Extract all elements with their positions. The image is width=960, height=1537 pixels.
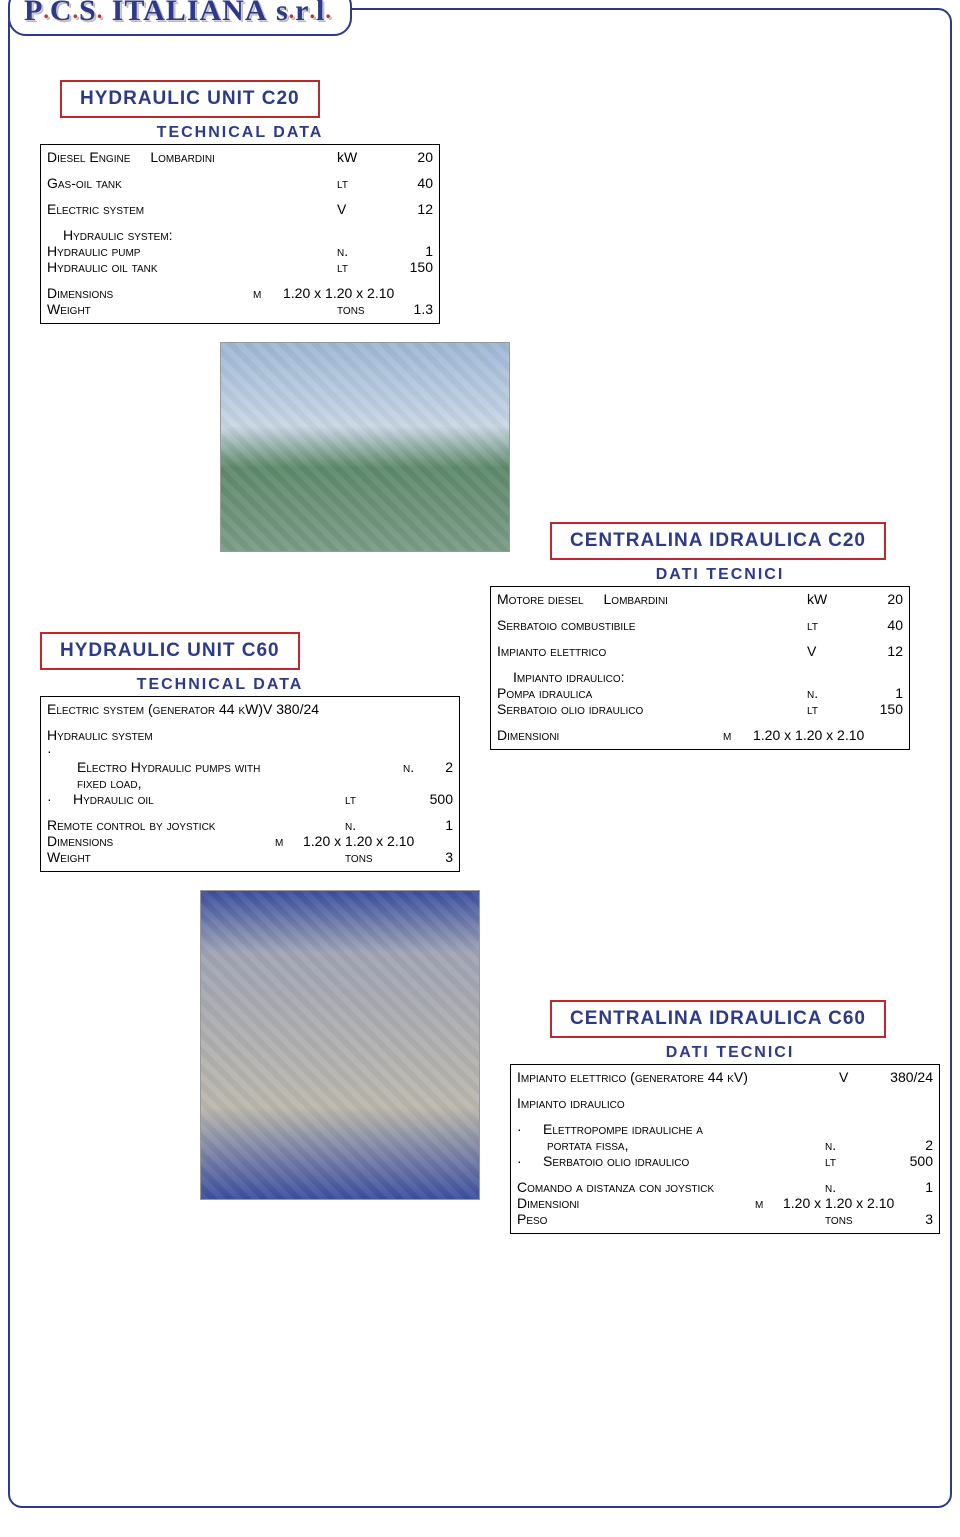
spec-value: 500 (393, 791, 453, 807)
spec-label: Impianto elettrico (generatore 44 kV) (517, 1069, 748, 1085)
spec-brand: Lombardini (150, 149, 214, 165)
spec-subheader: Hydraulic system (47, 727, 153, 743)
product-image-c20 (220, 342, 510, 552)
spec-value: 150 (855, 701, 903, 717)
spec-value: 1.20 x 1.20 x 2.10 (303, 833, 453, 849)
spec-label: Electro Hydraulic pumps with (77, 759, 260, 775)
spec-unit: n. (825, 1179, 873, 1195)
spec-value: 3 (393, 849, 453, 865)
spec-label: Remote control by joystick (47, 817, 215, 833)
spec-unit: tons (345, 849, 393, 865)
spec-subheader: Impianto idraulico (517, 1095, 625, 1111)
spec-value: 40 (855, 617, 903, 633)
spec-label: Weight (47, 301, 91, 317)
c20-it-spec-box: Motore diesel Lombardini kW 20 Serbatoio… (490, 586, 910, 750)
spec-unit: V (337, 201, 385, 217)
spec-value: 20 (855, 591, 903, 607)
spec-label: Impianto elettrico (497, 643, 606, 659)
c20-en-title: HYDRAULIC UNIT C20 (60, 80, 320, 118)
spec-label: Serbatoio olio idraulico (497, 701, 643, 717)
c20-en-tech-label: TECHNICAL DATA (40, 124, 440, 142)
spec-unit: m (755, 1195, 783, 1211)
spec-unit: n. (345, 817, 393, 833)
spec-unit: m (275, 833, 303, 849)
spec-value: 1 (873, 1179, 933, 1195)
spec-label: Electric system (generator 44 kW)V 380/2… (47, 701, 319, 717)
spec-value: 20 (385, 149, 433, 165)
spec-unit: tons (825, 1211, 873, 1227)
spec-label: portata fissa, (517, 1137, 629, 1153)
spec-label: Serbatoio olio idraulico (527, 1153, 689, 1169)
spec-value: 1.20 x 1.20 x 2.10 (783, 1195, 933, 1211)
spec-label: fixed load, (77, 775, 141, 791)
spec-unit: lt (345, 791, 393, 807)
spec-unit: kW (807, 591, 855, 607)
spec-value: 380/24 (863, 1069, 933, 1085)
product-image-c60 (200, 890, 480, 1200)
company-banner: P.C.S. ITALIANA s.r.l. (8, 0, 352, 36)
spec-value: 1 (855, 685, 903, 701)
spec-subheader: Hydraulic system: (63, 227, 173, 243)
spec-brand: Lombardini (604, 591, 668, 607)
c20-it-tech-label: DATI TECNICI (520, 566, 920, 584)
spec-unit: n. (825, 1137, 873, 1153)
spec-unit: kW (337, 149, 385, 165)
spec-unit: m (723, 727, 753, 743)
c60-en-title: HYDRAULIC UNIT C60 (40, 632, 300, 670)
spec-label: Hydraulic oil (57, 791, 154, 807)
spec-label: Pompa idraulica (497, 685, 592, 701)
spec-value: 2 (873, 1137, 933, 1153)
spec-label: Gas-oil tank (47, 175, 122, 191)
spec-label: Dimensioni (497, 727, 559, 743)
spec-label: Elettropompe idrauliche a (527, 1121, 703, 1137)
spec-value: 40 (385, 175, 433, 191)
spec-unit: V (807, 643, 855, 659)
spec-label: Hydraulic pump (47, 243, 140, 259)
c60-it-tech-label: DATI TECNICI (530, 1044, 930, 1062)
spec-value: 12 (855, 643, 903, 659)
spec-value: 1 (393, 817, 453, 833)
spec-label: Dimensions (47, 833, 113, 849)
spec-unit: lt (807, 617, 855, 633)
c60-en-spec-box: Electric system (generator 44 kW)V 380/2… (40, 696, 460, 872)
spec-unit: n. (337, 243, 385, 259)
spec-label: Serbatoio combustibile (497, 617, 635, 633)
spec-unit: n. (807, 685, 855, 701)
c60-en-tech-label: TECHNICAL DATA (40, 676, 400, 694)
spec-label: Electric system (47, 201, 144, 217)
spec-label: Hydraulic oil tank (47, 259, 158, 275)
spec-label: Dimensions (47, 285, 113, 301)
c20-it-title: CENTRALINA IDRAULICA C20 (550, 522, 886, 560)
spec-value: 12 (385, 201, 433, 217)
page-frame: P.C.S. ITALIANA s.r.l. HYDRAULIC UNIT C2… (8, 8, 952, 1508)
spec-unit: tons (337, 301, 385, 317)
spec-value: 1.20 x 1.20 x 2.10 (753, 727, 903, 743)
spec-unit: lt (807, 701, 855, 717)
spec-value: 1.20 x 1.20 x 2.10 (283, 285, 433, 301)
spec-label: Dimensioni (517, 1195, 579, 1211)
c60-it-title: CENTRALINA IDRAULICA C60 (550, 1000, 886, 1038)
spec-unit: n. (403, 759, 433, 775)
spec-unit: V (839, 1069, 863, 1085)
c20-en-spec-box: Diesel Engine Lombardini kW 20 Gas-oil t… (40, 144, 440, 324)
spec-label: Comando a distanza con joystick (517, 1179, 714, 1195)
c60-it-spec-box: Impianto elettrico (generatore 44 kV) V … (510, 1064, 940, 1234)
spec-label: Diesel Engine (47, 149, 130, 165)
spec-unit: m (253, 285, 283, 301)
spec-unit: lt (825, 1153, 873, 1169)
spec-value: 500 (873, 1153, 933, 1169)
spec-value: 3 (873, 1211, 933, 1227)
spec-value: 150 (385, 259, 433, 275)
spec-value: 1.3 (385, 301, 433, 317)
spec-unit: lt (337, 175, 385, 191)
spec-unit: lt (337, 259, 385, 275)
spec-label: Weight (47, 849, 91, 865)
spec-label: Motore diesel (497, 591, 584, 607)
spec-value: 1 (385, 243, 433, 259)
spec-label: Peso (517, 1211, 547, 1227)
spec-subheader: Impianto idraulico: (513, 669, 625, 685)
spec-value: 2 (433, 759, 453, 775)
